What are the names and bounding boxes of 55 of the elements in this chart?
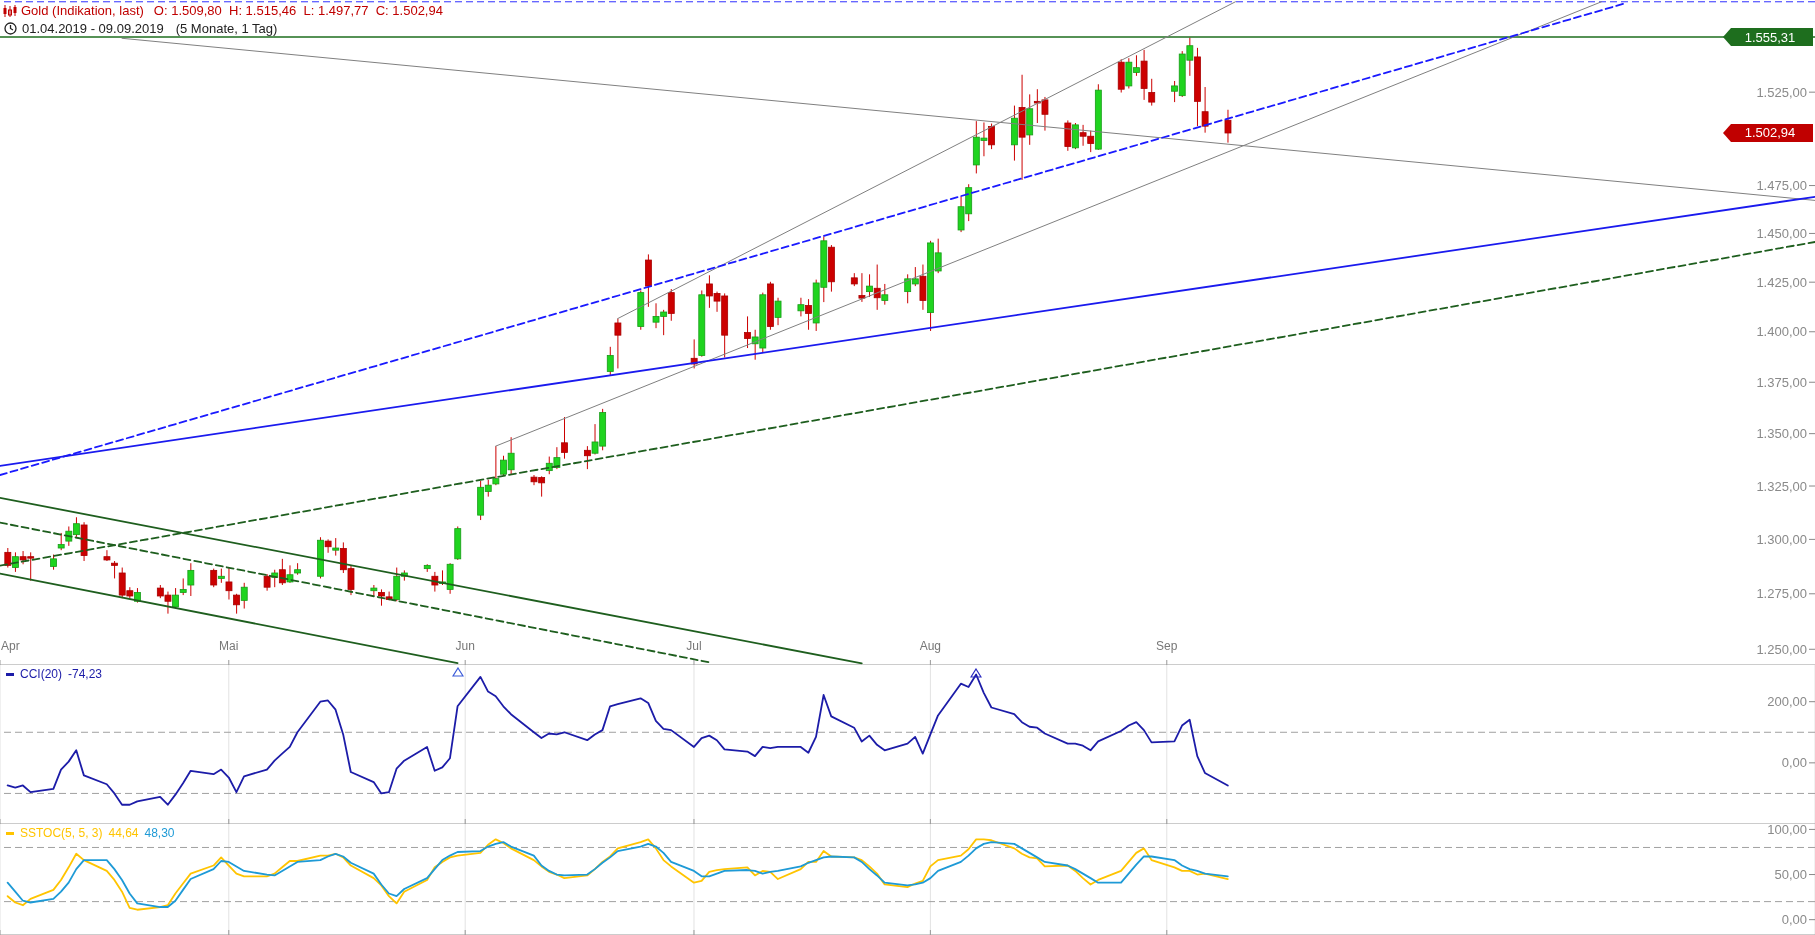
candlestick bbox=[1224, 109, 1232, 144]
annotation: (5 Monate, 1 Tag) bbox=[175, 21, 278, 36]
candlestick bbox=[4, 547, 12, 569]
x-tick-label: Apr bbox=[1, 639, 20, 653]
candlestick bbox=[187, 562, 195, 597]
legend-label: CCI(20) bbox=[20, 667, 63, 681]
candlestick bbox=[324, 538, 332, 554]
ref-line-label: 1.555,31 bbox=[1744, 29, 1796, 45]
candlestick bbox=[210, 568, 218, 588]
candlestick bbox=[370, 584, 378, 597]
candlestick bbox=[103, 549, 111, 562]
x-tick-label: Sep bbox=[1156, 639, 1178, 653]
y-tick-label: 1.400,00 bbox=[1756, 324, 1807, 340]
y-tick-label: 0,00 bbox=[1781, 755, 1807, 771]
candlestick bbox=[614, 318, 622, 369]
candlestick bbox=[1201, 86, 1209, 134]
y-tick-label: 1.425,00 bbox=[1756, 274, 1807, 290]
y-tick-label: 0,00 bbox=[1781, 912, 1807, 928]
x-tick-label: Jun bbox=[455, 639, 475, 653]
y-tick-label: 1.350,00 bbox=[1756, 426, 1807, 442]
y-tick-label: 1.475,00 bbox=[1756, 178, 1807, 194]
candlestick bbox=[1064, 119, 1072, 152]
candlestick bbox=[805, 298, 812, 331]
y-tick-label: 1.275,00 bbox=[1756, 586, 1807, 602]
annotation: -74,23 bbox=[68, 667, 103, 681]
candlestick bbox=[744, 315, 751, 349]
candlestick bbox=[225, 567, 233, 601]
candlestick bbox=[667, 288, 675, 322]
candlestick bbox=[492, 445, 500, 486]
y-tick-label: 1.325,00 bbox=[1756, 478, 1807, 494]
x-tick-label: Jul bbox=[686, 639, 702, 653]
candlestick bbox=[988, 123, 995, 150]
y-tick-label: 1.375,00 bbox=[1756, 374, 1807, 390]
chart-subtitle: O: 1.509,80 H: 1.515,46 L: 1.497,77 C: 1.502,94 bbox=[153, 3, 443, 18]
candlestick bbox=[606, 346, 614, 377]
annotation: 01.04.2019 - 09.09.2019 bbox=[22, 21, 164, 36]
y-tick-label: 1.250,00 bbox=[1756, 641, 1807, 657]
chart-title: Gold (Indikation, last) bbox=[21, 3, 144, 18]
candlestick bbox=[561, 416, 568, 460]
annotation: 48,30 bbox=[144, 826, 175, 840]
y-tick-label: 200,00 bbox=[1767, 694, 1807, 710]
y-tick-label: 100,00 bbox=[1767, 822, 1807, 838]
annotation: 1.502,94 bbox=[1744, 125, 1796, 141]
x-tick-label: Mai bbox=[219, 639, 239, 653]
candlestick bbox=[278, 558, 286, 586]
candlestick bbox=[1148, 78, 1156, 107]
y-tick-label: 1.300,00 bbox=[1756, 532, 1807, 547]
x-tick-label: Aug bbox=[919, 639, 942, 653]
candlestick bbox=[858, 272, 866, 303]
y-tick-label: 50,00 bbox=[1774, 867, 1807, 883]
candlestick bbox=[583, 445, 591, 470]
y-tick-label: 1.525,00 bbox=[1756, 84, 1807, 100]
annotation: 44,64 bbox=[108, 826, 139, 840]
legend-label: SSTOC(5, 5, 3) bbox=[20, 826, 103, 840]
y-tick-label: 1.450,00 bbox=[1756, 226, 1807, 242]
